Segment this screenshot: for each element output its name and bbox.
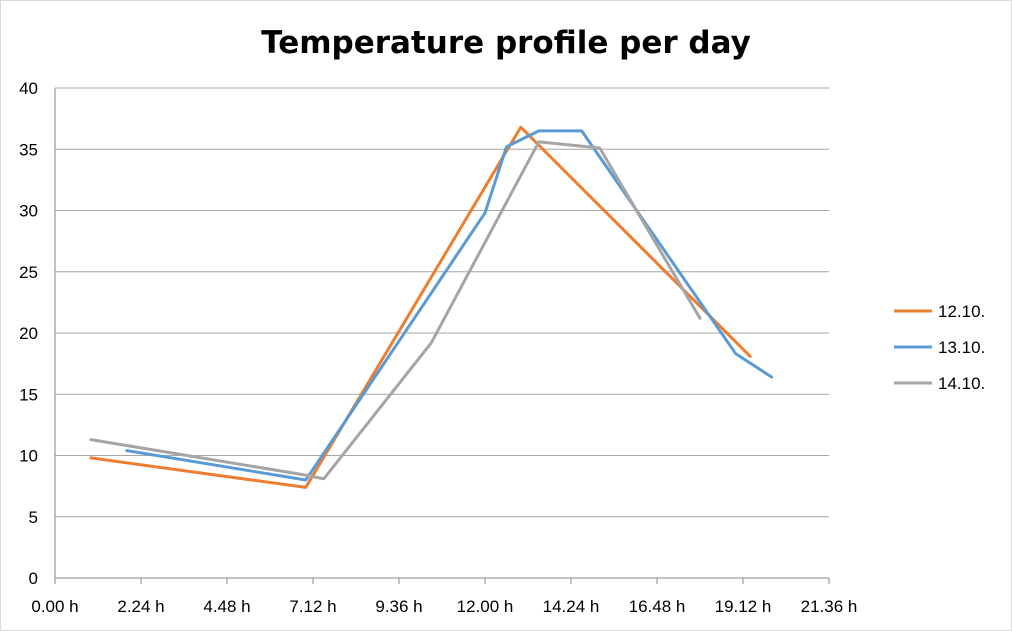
series-line-1 [89, 125, 752, 489]
y-tick-label: 25 [19, 263, 38, 282]
y-tick-label: 5 [29, 508, 38, 527]
x-tick-label: 0.00 h [31, 597, 78, 616]
y-tick-label: 15 [19, 385, 38, 404]
chart-title: Temperature profile per day [261, 25, 751, 61]
x-tick-label: 2.24 h [117, 597, 164, 616]
legend: 12.10. 13.10. 14.10. [894, 302, 985, 393]
legend-label: 13.10. [938, 338, 985, 357]
y-tick-label: 35 [19, 140, 38, 159]
series-lines [89, 125, 774, 489]
y-tick-label: 40 [19, 79, 38, 98]
x-tick-label: 19.12 h [715, 597, 772, 616]
axes: 0 5 10 15 20 25 30 35 40 0.00 h 2.24 h 4.48 h 7.12 h… [19, 79, 857, 616]
x-tick-label: 14.24 h [543, 597, 600, 616]
y-tick-label: 0 [29, 569, 38, 588]
x-tick-label: 7.12 h [289, 597, 336, 616]
x-tick-label: 9.36 h [375, 597, 422, 616]
x-tick-label: 12.00 h [457, 597, 514, 616]
series-line-2 [125, 129, 774, 482]
x-tick-label: 21.36 h [801, 597, 858, 616]
x-tick-label: 4.48 h [203, 597, 250, 616]
y-tick-label: 20 [19, 324, 38, 343]
y-tick-label: 30 [19, 202, 38, 221]
x-tick-label: 16.48 h [629, 597, 686, 616]
legend-label: 12.10. [938, 302, 985, 321]
y-tick-label: 10 [19, 447, 38, 466]
series-line-3 [89, 140, 702, 481]
legend-label: 14.10. [938, 374, 985, 393]
